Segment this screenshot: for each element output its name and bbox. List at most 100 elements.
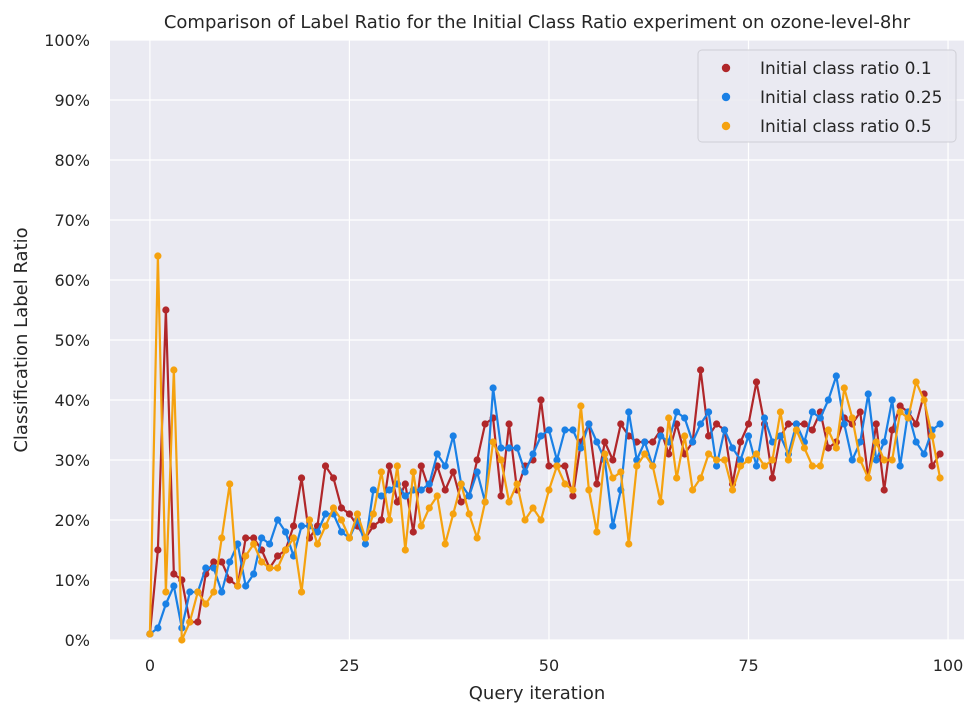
legend-marker <box>721 121 731 131</box>
series-point <box>505 498 513 506</box>
series-point <box>377 468 385 476</box>
series-point <box>768 456 777 464</box>
series-point <box>561 480 569 488</box>
series-point <box>226 558 234 566</box>
series-point <box>912 420 920 428</box>
series-line <box>149 374 941 635</box>
series-point <box>824 396 832 404</box>
series-point <box>808 462 816 470</box>
series-point <box>441 462 449 470</box>
series-point <box>242 582 250 590</box>
series-point <box>170 366 178 374</box>
series-point <box>417 462 425 470</box>
series-point <box>281 546 290 554</box>
x-tick-label: 100 <box>933 656 964 675</box>
series-point <box>274 516 282 524</box>
series-layer <box>146 252 944 644</box>
y-tick-label: 60% <box>54 271 90 290</box>
series-point <box>880 486 888 494</box>
series-point <box>752 462 761 470</box>
series-point <box>776 408 785 416</box>
series-point <box>896 462 904 470</box>
series-point <box>186 618 194 626</box>
series-point <box>337 504 346 512</box>
series-point <box>912 378 920 386</box>
series-point <box>473 534 481 542</box>
series-point <box>657 498 665 506</box>
legend-marker <box>721 92 731 102</box>
series-point <box>417 486 425 494</box>
series-point <box>513 480 521 488</box>
series-point <box>888 426 896 434</box>
series-point <box>609 474 617 482</box>
series-point <box>569 426 577 434</box>
series-point <box>792 426 800 434</box>
series-point <box>744 432 753 440</box>
series-point <box>704 450 713 458</box>
series-point <box>888 456 896 464</box>
y-tick-label: 0% <box>65 631 90 650</box>
y-tick-label: 30% <box>54 451 90 470</box>
series-point <box>162 588 170 596</box>
legend-label: Initial class ratio 0.25 <box>760 88 943 108</box>
series-point <box>385 486 393 494</box>
series-point <box>393 498 401 506</box>
series-point <box>880 438 888 446</box>
legend-box <box>697 49 957 143</box>
series-point <box>305 516 314 524</box>
series-point <box>369 510 377 518</box>
series-point <box>824 444 832 452</box>
series-point <box>433 450 441 458</box>
series-point <box>856 456 864 464</box>
series-point <box>856 438 864 446</box>
series-point <box>593 480 601 488</box>
series-point <box>936 450 944 458</box>
y-tick-label: 40% <box>54 391 90 410</box>
series-point <box>537 432 545 440</box>
series-point <box>234 582 242 590</box>
series-point <box>417 522 425 530</box>
series-point <box>529 504 537 512</box>
series-point <box>210 564 218 572</box>
series-point <box>321 522 330 530</box>
series-point <box>369 486 377 494</box>
series-point <box>609 456 617 464</box>
series-point <box>385 516 393 524</box>
series-point <box>593 438 601 446</box>
series-point <box>920 396 928 404</box>
series-point <box>194 588 202 596</box>
series-point <box>704 408 713 416</box>
series-point <box>489 438 497 446</box>
series-point <box>377 492 385 500</box>
series-point <box>585 486 593 494</box>
series-point <box>872 438 880 446</box>
series-point <box>393 462 401 470</box>
series-point <box>689 438 697 446</box>
series-point <box>505 444 513 452</box>
series-point <box>297 588 306 596</box>
y-tick-label: 50% <box>54 331 90 350</box>
series-point <box>521 468 529 476</box>
series-point <box>577 402 585 410</box>
series-point <box>513 444 521 452</box>
series-point <box>641 450 649 458</box>
series-point <box>736 456 745 464</box>
series-point <box>625 408 633 416</box>
series-point <box>649 438 657 446</box>
series-point <box>601 438 609 446</box>
series-point <box>521 516 529 524</box>
series-point <box>816 414 824 422</box>
series-point <box>313 540 322 548</box>
series-point <box>673 474 681 482</box>
x-tick-label: 25 <box>339 656 359 675</box>
series-point <box>920 450 928 458</box>
series-point <box>345 510 354 518</box>
legend: Initial class ratio 0.1 Initial class rat… <box>697 49 957 143</box>
series-point <box>601 450 609 458</box>
series-point <box>441 540 449 548</box>
series-point <box>712 462 721 470</box>
series-point <box>824 426 832 434</box>
series-point <box>880 456 888 464</box>
series-point <box>553 456 561 464</box>
series-point <box>313 528 322 536</box>
